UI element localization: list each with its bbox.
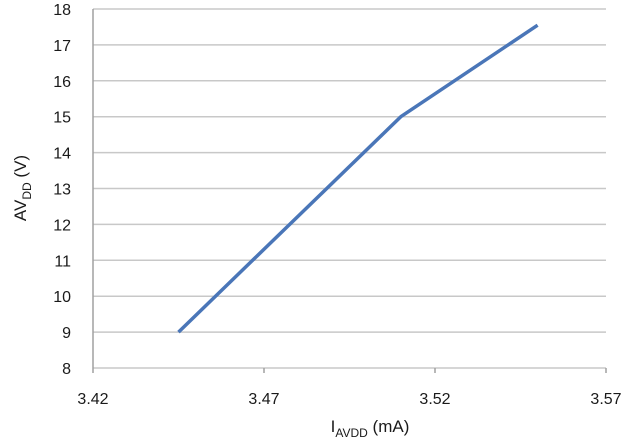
y-tick-labels: 8 9 10 11 12 13 14 15 16 17 18 [53,2,71,378]
x-tick-label-3.42: 3.42 [77,391,108,408]
series-line-0 [177,23,539,334]
y-axis-title: AVDD (V) [11,155,34,221]
data-series [177,23,539,334]
y-tick-label-17: 17 [53,38,71,55]
x-tick-label-3.57: 3.57 [590,391,621,408]
grid-lines [93,8,606,369]
x-tick-label-3.52: 3.52 [419,391,450,408]
x-tick-label-3.47: 3.47 [248,391,279,408]
axes [92,9,607,373]
y-tick-label-10: 10 [53,289,71,306]
y-tick-label-11: 11 [54,253,71,270]
y-tick-label-9: 9 [62,325,71,342]
y-tick-label-12: 12 [53,217,71,234]
x-tick-labels: 3.42 3.47 3.52 3.57 [77,391,621,408]
y-tick-label-8: 8 [62,361,71,378]
y-tick-label-15: 15 [53,110,71,127]
y-tick-label-18: 18 [53,2,71,19]
y-tick-label-14: 14 [53,146,71,163]
y-tick-label-16: 16 [53,74,71,91]
y-tick-label-13: 13 [53,182,71,199]
x-axis-title: IAVDD (mA) [331,417,410,440]
